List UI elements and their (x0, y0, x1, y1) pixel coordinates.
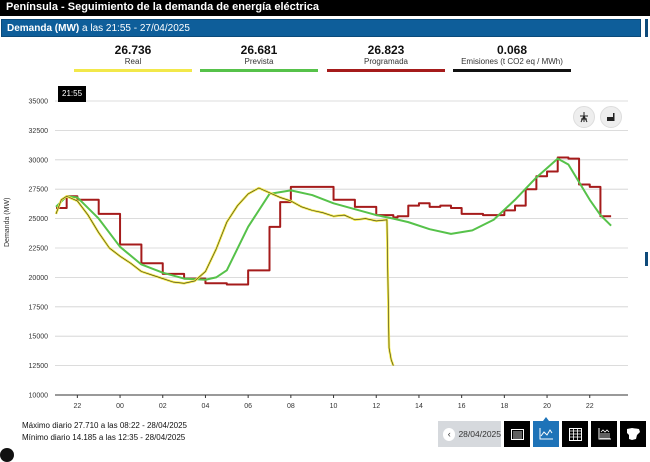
wind-tower-button[interactable] (573, 106, 595, 128)
y-tick-label: 32500 (29, 128, 49, 135)
metric-value: 0.068 (496, 43, 528, 57)
view-toolbar: ‹ 28/04/2025 (438, 417, 646, 447)
factory-button[interactable] (600, 106, 622, 128)
daily-min: Mínimo diario 14.185 a las 12:35 - 28/04… (22, 433, 186, 442)
metric-emisiones[interactable]: 0.068 Emisiones (t CO2 eq / MWh) (453, 43, 571, 72)
metric-label: Real (124, 57, 142, 66)
chart-header: Demanda (MW) a las 21:55 - 27/04/2025 (1, 19, 641, 37)
x-tick-label: 12 (372, 403, 380, 410)
y-tick-label: 17500 (29, 304, 49, 311)
metric-label: Programada (363, 57, 409, 66)
y-tick-label: 22500 (29, 246, 49, 253)
series-real (54, 186, 395, 367)
chart-series (54, 156, 612, 367)
legend-swatch (453, 69, 571, 72)
y-tick-label: 27500 (29, 187, 49, 194)
y-tick-label: 25000 (29, 216, 49, 223)
metrics-legend: 26.736 Real 26.681 Prevista 26.823 Progr… (0, 43, 650, 73)
y-tick-label: 30000 (29, 157, 49, 164)
selected-date: 28/04/2025 (458, 429, 501, 439)
chart-header-metric: Demanda (MW) (7, 23, 80, 34)
stacked-chart-view-button[interactable] (591, 421, 617, 447)
metric-label: Emisiones (t CO2 eq / MWh) (461, 57, 563, 66)
factory-icon (607, 113, 615, 121)
y-axis-label: Demanda (MW) (4, 197, 11, 247)
metric-label: Prevista (244, 57, 274, 66)
y-tick-label: 15000 (29, 334, 49, 341)
x-tick-label: 22 (586, 403, 594, 410)
metric-real[interactable]: 26.736 Real (74, 43, 192, 72)
x-tick-label: 04 (202, 403, 210, 410)
metric-value: 26.823 (367, 43, 405, 57)
chevron-left-icon: ‹ (443, 427, 456, 441)
legend-swatch (74, 69, 192, 72)
wind-tower-icon (580, 112, 588, 123)
y-tick-label: 35000 (29, 99, 49, 106)
series-programada (56, 156, 612, 286)
y-tick-label: 10000 (29, 393, 49, 400)
y-axis-ticks: 10000 12500 15000 17500 20000 22500 25000 27500… (29, 99, 49, 400)
x-tick-label: 16 (458, 403, 466, 410)
x-tick-label: 08 (287, 403, 295, 410)
x-tick-label: 14 (415, 403, 423, 410)
x-tick-label: 02 (159, 403, 167, 410)
table-icon (568, 427, 582, 441)
side-panel-tab[interactable] (645, 19, 648, 37)
x-tick-label: 00 (116, 403, 124, 410)
y-tick-label: 20000 (29, 275, 49, 282)
side-panel-handle[interactable] (645, 252, 648, 266)
line-chart-view-button[interactable] (533, 417, 559, 447)
daily-stats: Máximo diario 27.710 a las 08:22 - 28/04… (22, 420, 187, 444)
previous-date-button[interactable]: ‹ 28/04/2025 (438, 421, 501, 447)
daily-max: Máximo diario 27.710 a las 08:22 - 28/04… (22, 421, 187, 430)
x-tick-label: 06 (244, 403, 252, 410)
spain-map-icon (627, 428, 640, 440)
chart-grid (55, 100, 628, 396)
series-real-outline (55, 187, 394, 366)
metric-prevista[interactable]: 26.681 Prevista (200, 43, 318, 72)
metric-value: 26.681 (240, 43, 278, 57)
chart-header-time: a las 21:55 - 27/04/2025 (79, 23, 190, 34)
stacked-chart-icon (598, 428, 611, 440)
app-title: Península - Seguimiento de la demanda de… (6, 1, 319, 13)
metric-value: 26.736 (114, 43, 152, 57)
calendar-view-button[interactable] (504, 421, 530, 447)
x-axis-ticks: 22 00 02 04 06 08 10 12 14 16 18 20 22 (73, 395, 594, 410)
time-tooltip: 21:55 (58, 86, 87, 102)
calendar-icon (510, 428, 524, 440)
series-prevista (55, 157, 612, 281)
app-title-bar: Península - Seguimiento de la demanda de… (0, 0, 650, 16)
x-tick-label: 10 (330, 403, 338, 410)
x-tick-label: 18 (500, 403, 508, 410)
y-tick-label: 12500 (29, 363, 49, 370)
map-view-button[interactable] (620, 421, 646, 447)
x-tick-label: 20 (543, 403, 551, 410)
legend-swatch (327, 69, 445, 72)
metric-programada[interactable]: 26.823 Programada (327, 43, 445, 72)
legend-swatch (200, 69, 318, 72)
x-tick-label: 22 (73, 403, 81, 410)
table-view-button[interactable] (562, 421, 588, 447)
logo (0, 448, 14, 462)
line-chart-icon (539, 428, 553, 440)
